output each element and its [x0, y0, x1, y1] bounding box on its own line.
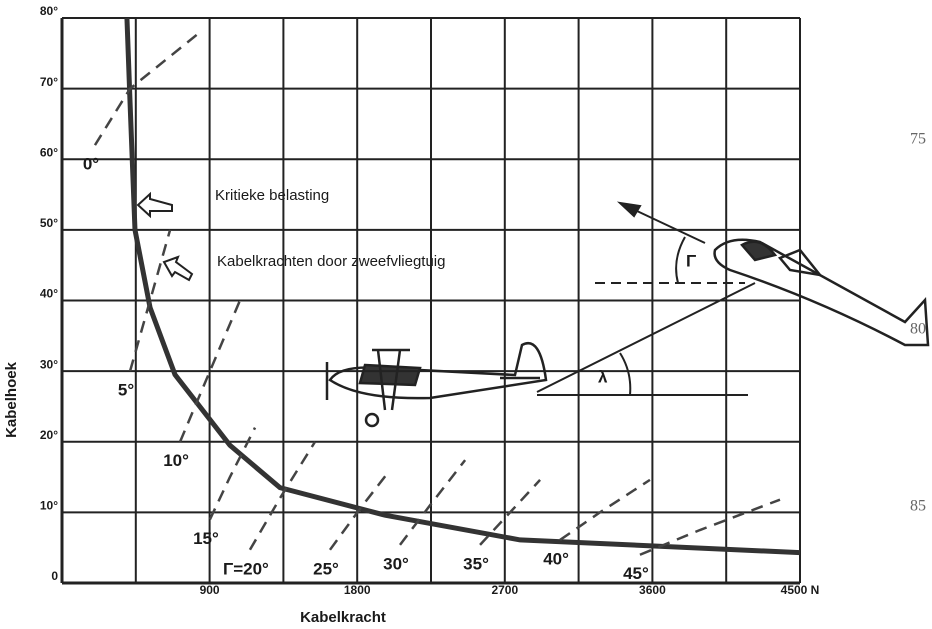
curve-label: 45° [623, 564, 649, 583]
y-tick-label: 70° [40, 75, 58, 89]
chart: Kabelhoek Kabelkracht Kritieke belasting… [0, 0, 932, 629]
margin-number: 85 [910, 498, 926, 515]
y-tick-label: 20° [40, 428, 58, 442]
curve-label: 5° [118, 381, 134, 400]
glider [715, 240, 928, 345]
curve-label: 35° [463, 554, 489, 573]
x-tick-label: 4500 N [781, 583, 820, 597]
curve-label: Γ=20° [223, 559, 269, 578]
y-tick-label: 50° [40, 216, 58, 230]
x-tick-label: 3600 [639, 583, 666, 597]
annotation: Kabelkrachten door zweefvliegtuig [217, 253, 445, 270]
tow-plane [327, 343, 546, 426]
margin-number: 75 [910, 131, 926, 148]
curve-label: 40° [543, 549, 569, 568]
curve-label: 15° [193, 529, 219, 548]
dashed-curve [560, 480, 650, 540]
margin-number: 80 [910, 321, 926, 338]
curve-label: 30° [383, 554, 409, 573]
x-tick-label: 900 [200, 583, 220, 597]
gamma-label: Γ [686, 251, 696, 270]
curve-label: 0° [83, 155, 99, 174]
y-tick-label: 60° [40, 145, 58, 159]
x-axis-label: Kabelkracht [300, 609, 386, 626]
dashed-curve [330, 470, 390, 550]
y-tick-label: 80° [40, 4, 58, 18]
x-tick-label: 2700 [491, 583, 518, 597]
critical-curve [127, 18, 800, 553]
arrow [138, 194, 172, 216]
curve-label: 10° [163, 451, 189, 470]
y-tick-label: 10° [40, 499, 58, 513]
annotation: Kritieke belasting [215, 187, 329, 204]
y-tick-label: 30° [40, 357, 58, 371]
y-tick-label: 0 [51, 569, 58, 583]
dashed-curve [400, 460, 465, 545]
angle-diagram [537, 203, 755, 395]
arrow [164, 257, 192, 280]
x-tick-label: 1800 [344, 583, 371, 597]
curve-label: 25° [313, 559, 339, 578]
y-tick-label: 40° [40, 287, 58, 301]
y-axis-label: Kabelhoek [3, 361, 20, 438]
